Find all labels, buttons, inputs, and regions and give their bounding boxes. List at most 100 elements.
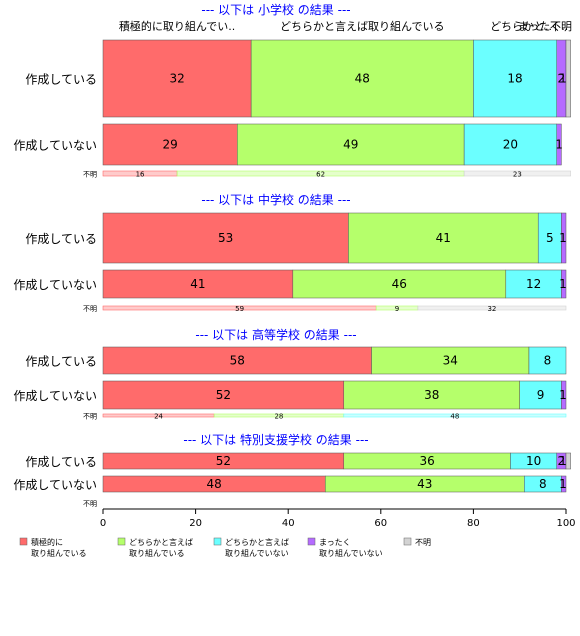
row-label: 不明 (83, 171, 97, 179)
data-label: 58 (230, 354, 245, 368)
data-label: 41 (190, 277, 205, 291)
legend-label: 取り組んでいる (31, 548, 87, 558)
data-label: 1 (559, 454, 567, 468)
data-label: 1 (559, 388, 567, 402)
panel-title: --- 以下は 高等学校 の結果 --- (195, 327, 356, 342)
legend-label: どちらかと言えば (225, 537, 289, 547)
legend-label: まったく (319, 538, 351, 547)
bar-segment (565, 452, 571, 470)
legend-swatch (19, 537, 28, 546)
bar-segment (463, 170, 571, 177)
data-label: 8 (544, 354, 552, 368)
legend-swatch (213, 537, 222, 546)
x-tick-label: 60 (374, 518, 387, 529)
legend-swatch (307, 537, 316, 546)
bar-segment (417, 305, 567, 311)
data-label: 48 (206, 477, 221, 491)
data-label: 9 (395, 305, 399, 313)
data-label: 5 (546, 231, 554, 245)
bar-segment (102, 39, 252, 118)
x-tick-label: 80 (467, 518, 480, 529)
data-label: 53 (218, 231, 233, 245)
data-label: 2 (558, 72, 566, 86)
top-category-label: まったく.. (518, 20, 569, 33)
row-label: 作成していない (13, 139, 97, 153)
legend-label: どちらかと言えば (129, 537, 193, 547)
data-label: 1 (559, 277, 567, 291)
bar-segment (561, 212, 567, 264)
data-label: 48 (355, 72, 370, 86)
data-label: 24 (154, 413, 163, 421)
data-label: 38 (424, 388, 439, 402)
data-label: 32 (487, 305, 496, 313)
data-label: 12 (526, 277, 541, 291)
row-label: 不明 (83, 305, 97, 313)
top-category-label: 不明 (550, 20, 572, 33)
bar-segment (102, 212, 349, 264)
x-tick-label: 0 (100, 518, 106, 529)
panel-title: --- 以下は 小学校 の結果 --- (201, 2, 350, 17)
data-label: 62 (316, 171, 325, 179)
bar-segment (102, 346, 372, 375)
legend-swatch (117, 537, 126, 546)
top-category-label: どちらかと言えば取り組んでいる (280, 20, 444, 33)
data-label: 1 (559, 72, 567, 86)
legend-label: 不明 (415, 538, 431, 547)
data-label: 8 (539, 477, 547, 491)
data-label: 16 (136, 171, 145, 179)
data-label: 1 (555, 138, 563, 152)
bar-segment (561, 269, 567, 299)
x-tick-label: 20 (189, 518, 202, 529)
bar-segment (473, 39, 557, 118)
data-label: 10 (526, 454, 541, 468)
bar-segment (565, 39, 571, 118)
row-label: 作成している (25, 455, 97, 469)
data-label: 46 (392, 277, 407, 291)
data-label: 36 (419, 454, 434, 468)
legend-label: 取り組んでいない (225, 548, 289, 558)
bar-segment (528, 346, 567, 375)
data-label: 59 (235, 305, 244, 313)
data-label: 49 (343, 138, 358, 152)
legend-label: 積極的に (31, 537, 63, 547)
bar-segment (505, 269, 562, 299)
panel-title: --- 以下は 中学校 の結果 --- (201, 192, 350, 207)
data-label: 23 (513, 171, 522, 179)
bar-segment (519, 380, 562, 410)
legend-label: 取り組んでいる (129, 548, 185, 558)
bar-segment (292, 269, 507, 299)
x-tick-label: 100 (556, 518, 575, 529)
bar-segment (561, 475, 567, 493)
row-label: 作成していない (13, 389, 97, 403)
bar-segment (556, 123, 562, 166)
bar-segment (102, 269, 294, 299)
data-label: 34 (443, 354, 458, 368)
bar-segment (343, 413, 567, 418)
row-label: 作成している (25, 355, 97, 369)
data-label: 48 (450, 413, 459, 421)
data-label: 2 (558, 454, 566, 468)
data-label: 20 (503, 138, 518, 152)
data-label: 1 (559, 231, 567, 245)
data-label: 52 (216, 454, 231, 468)
bar-segment (343, 380, 520, 410)
top-category-label: どちらかと.. (490, 20, 552, 33)
row-label: 不明 (83, 500, 97, 508)
panel-title: --- 以下は 特別支援学校 の結果 --- (183, 432, 368, 447)
legend-label: 取り組んでいない (319, 548, 383, 558)
data-label: 43 (417, 477, 432, 491)
bar-segment (102, 380, 345, 410)
bar-segment (102, 123, 238, 166)
row-label: 作成している (25, 232, 97, 246)
bar-segment (237, 123, 465, 166)
row-label: 作成していない (13, 278, 97, 292)
data-label: 32 (169, 72, 184, 86)
bar-segment (348, 212, 539, 264)
row-label: 不明 (83, 413, 97, 421)
top-category-label: 積極的に取り組んでい.. (119, 19, 235, 33)
data-label: 29 (162, 138, 177, 152)
data-label: 1 (559, 477, 567, 491)
data-label: 41 (436, 231, 451, 245)
row-label: 作成していない (13, 478, 97, 492)
